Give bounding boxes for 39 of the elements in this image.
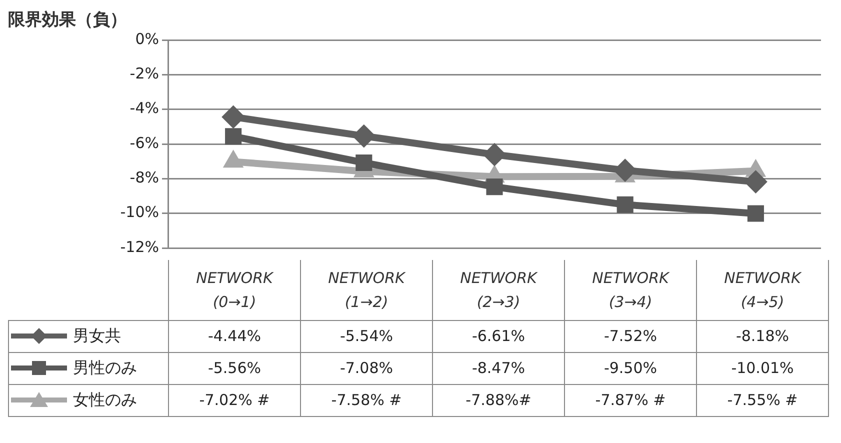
data-label: -6.61% [432, 320, 564, 352]
x-tick-label: NETWORK (4→5) [723, 268, 803, 313]
y-tick-label: -12% [120, 238, 159, 256]
y-tick-label: -4% [130, 99, 159, 118]
point [352, 124, 376, 148]
legend-label: 女性のみ [73, 390, 137, 408]
point [483, 143, 506, 166]
x-tick-label: NETWORK (3→4) [591, 268, 671, 313]
point [486, 178, 503, 196]
point [356, 154, 372, 171]
y-tick-label: -6% [130, 134, 159, 152]
data-label: -7.08% [300, 352, 432, 384]
y-tick-label: -2% [130, 64, 159, 83]
legend-label: 男性のみ [73, 358, 137, 376]
x-tick-label: NETWORK (0→1) [195, 268, 275, 313]
data-label: -7.55% # [696, 384, 828, 416]
data-label: -8.47% [432, 352, 564, 384]
data-label: -10.01% [696, 352, 828, 384]
data-label: -9.50% [564, 352, 696, 384]
point [222, 105, 245, 128]
y-tick-label: -10% [120, 203, 159, 222]
x-tick-label: NETWORK (1→2) [327, 268, 407, 313]
data-label: -5.56% [168, 352, 300, 384]
y-tick-label: -8% [130, 168, 159, 187]
point [747, 205, 764, 222]
x-tick-label: NETWORK (2→3) [459, 268, 539, 313]
point [616, 196, 634, 213]
y-tick-label: 0% [135, 30, 159, 48]
data-label: -4.44% [168, 320, 300, 352]
point [225, 128, 242, 145]
data-label: -7.88%# [432, 384, 564, 416]
data-label: -7.52% [564, 320, 696, 352]
data-label: -8.18% [696, 320, 828, 352]
data-label: -7.02% # [168, 384, 300, 416]
data-label: -7.87% # [564, 384, 696, 416]
legend-label: 男女共 [73, 326, 121, 344]
data-label: -7.58% # [300, 384, 432, 416]
data-label: -5.54% [300, 320, 432, 352]
y-axis-title: 限界効果（負） [8, 9, 128, 30]
